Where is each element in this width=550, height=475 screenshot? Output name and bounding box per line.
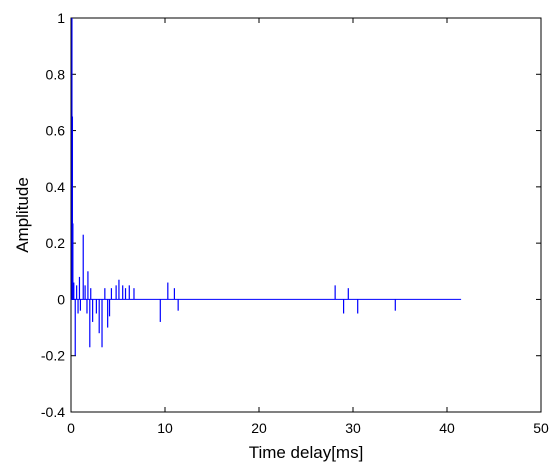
y-tick-label: -0.2: [41, 348, 65, 364]
tick-labels: 0 10 20 30 40 50 -0.4 -0.2 0 0.2 0.4 0.6 0.8 1: [41, 10, 549, 436]
x-tick-label: 0: [67, 420, 75, 436]
y-tick-label: -0.4: [41, 404, 65, 420]
data-series: [71, 18, 462, 356]
x-tick-label: 10: [157, 420, 173, 436]
x-tick-label: 50: [533, 420, 549, 436]
plot-area: [70, 17, 542, 413]
y-tick-label: 0.2: [46, 235, 66, 251]
x-tick-label: 30: [345, 420, 361, 436]
x-tick-label: 20: [251, 420, 267, 436]
y-tick-label: 0.4: [46, 179, 66, 195]
y-tick-label: 0: [57, 291, 65, 307]
y-tick-label: 1: [57, 10, 65, 26]
x-axis-label: Time delay[ms]: [249, 443, 364, 462]
x-tick-label: 40: [439, 420, 455, 436]
y-tick-label: 0.6: [46, 123, 66, 139]
y-axis-label: Amplitude: [13, 177, 32, 253]
y-tick-label: 0.8: [46, 66, 66, 82]
axis-ticks: [70, 17, 542, 413]
